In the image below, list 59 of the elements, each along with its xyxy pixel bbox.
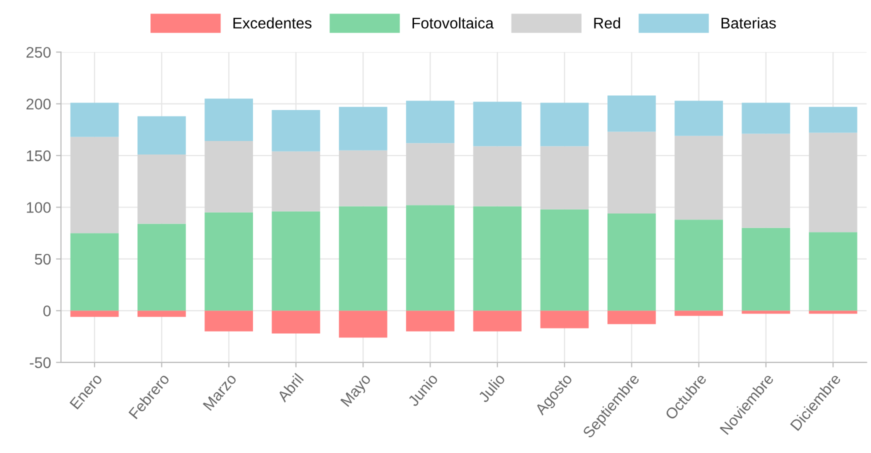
bar	[607, 213, 656, 311]
bar	[674, 310, 723, 316]
bar	[138, 154, 186, 224]
legend-label: Excedentes	[233, 17, 312, 29]
bar	[70, 310, 119, 317]
bar	[540, 310, 589, 328]
bar	[808, 106, 858, 133]
bar	[338, 150, 388, 206]
bar	[808, 232, 858, 311]
bar	[674, 220, 723, 311]
bar	[138, 116, 186, 154]
bar	[272, 110, 320, 152]
bar	[272, 151, 320, 212]
bar	[540, 209, 589, 311]
bar	[473, 310, 522, 332]
bar	[808, 310, 858, 314]
bar	[742, 134, 790, 228]
legend-label: Fotovoltaica	[412, 17, 494, 29]
bar	[540, 146, 589, 210]
bar	[406, 310, 454, 332]
bar	[473, 102, 522, 146]
bar	[70, 102, 119, 137]
legend-label: Baterias	[722, 17, 776, 29]
bar	[204, 98, 253, 142]
bar	[808, 132, 858, 232]
y-tick-label: 150	[26, 150, 51, 162]
bar	[406, 205, 454, 311]
bar	[406, 143, 454, 206]
y-tick-label: 200	[26, 98, 51, 110]
legend-label: Red	[594, 17, 620, 29]
bar	[138, 310, 186, 317]
bar	[674, 136, 723, 220]
y-tick-label: 50	[34, 254, 51, 265]
y-tick-label: 100	[26, 202, 51, 213]
bar	[540, 102, 589, 146]
bar	[338, 206, 388, 311]
bar	[272, 211, 320, 311]
bar	[742, 102, 790, 134]
bar	[138, 224, 186, 311]
bar	[742, 228, 790, 311]
bar	[473, 206, 522, 311]
y-tick-label: 0	[43, 306, 51, 316]
bar	[272, 310, 320, 334]
bar	[338, 106, 388, 150]
y-tick-label: 250	[26, 46, 51, 58]
bar	[607, 96, 656, 132]
bar	[607, 310, 656, 324]
bar	[406, 100, 454, 144]
bar	[70, 233, 119, 311]
bar	[204, 141, 253, 212]
bar	[338, 310, 388, 338]
bar	[473, 146, 522, 206]
bar	[70, 136, 119, 234]
y-tick-label: -50	[30, 357, 51, 368]
bar	[742, 310, 790, 314]
bar	[674, 100, 723, 136]
bar	[204, 310, 253, 332]
bar	[607, 132, 656, 214]
bar	[204, 212, 253, 311]
